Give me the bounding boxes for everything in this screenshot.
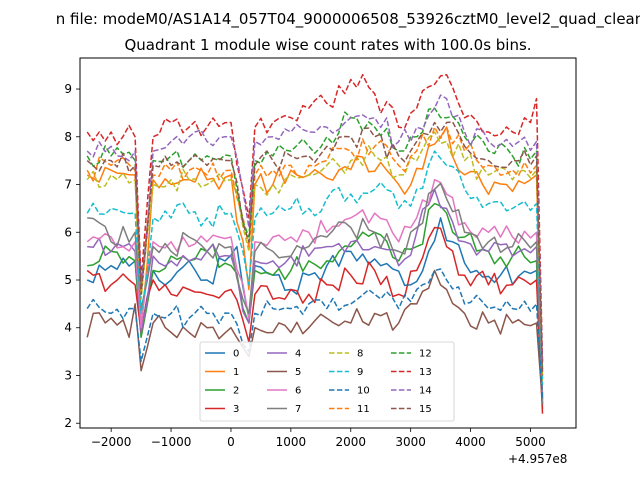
legend-label-10: 10 bbox=[357, 386, 370, 397]
y-tick-label: 4 bbox=[64, 321, 72, 335]
legend-label-4: 4 bbox=[295, 349, 301, 360]
series-line-2 bbox=[87, 202, 544, 409]
x-axis-offset-label: +4.957e8 bbox=[508, 452, 568, 466]
series-line-14 bbox=[86, 94, 544, 366]
x-tick-label: 0 bbox=[227, 435, 235, 449]
legend-label-15: 15 bbox=[419, 404, 432, 415]
figure-suptitle: n file: modeM0/AS1A14_057T04_9000006508_… bbox=[55, 10, 640, 28]
legend-label-9: 9 bbox=[357, 367, 363, 378]
y-tick-label: 8 bbox=[64, 130, 72, 144]
series-line-15 bbox=[86, 121, 544, 376]
series-line-7 bbox=[87, 182, 544, 405]
chart-title: Quadrant 1 module wise count rates with … bbox=[124, 36, 532, 54]
y-tick-label: 5 bbox=[64, 273, 72, 287]
legend-box bbox=[199, 341, 455, 422]
legend-label-0: 0 bbox=[233, 349, 239, 360]
legend-label-1: 1 bbox=[233, 367, 239, 378]
legend-label-12: 12 bbox=[419, 349, 432, 360]
y-axis: 2 3 4 5 6 7 8 9 bbox=[64, 82, 80, 430]
y-tick-label: 9 bbox=[64, 82, 72, 96]
legend-label-2: 2 bbox=[233, 386, 239, 397]
plot-lines bbox=[86, 73, 544, 414]
legend-label-11: 11 bbox=[357, 404, 370, 415]
x-tick-label: 4000 bbox=[455, 435, 486, 449]
y-tick-label: 2 bbox=[64, 416, 72, 430]
x-tick-label: 2000 bbox=[335, 435, 366, 449]
x-tick-label: −1000 bbox=[151, 435, 192, 449]
y-tick-label: 6 bbox=[64, 225, 72, 239]
series-line-10 bbox=[86, 268, 544, 400]
y-tick-label: 7 bbox=[64, 178, 72, 192]
series-line-0 bbox=[86, 217, 544, 395]
y-tick-label: 3 bbox=[64, 368, 72, 382]
legend-label-6: 6 bbox=[295, 386, 301, 397]
legend-label-13: 13 bbox=[419, 367, 432, 378]
legend-label-8: 8 bbox=[357, 349, 363, 360]
legend-label-5: 5 bbox=[295, 367, 301, 378]
series-line-9 bbox=[86, 150, 544, 386]
series-line-4 bbox=[87, 188, 544, 400]
series-line-1 bbox=[86, 126, 544, 405]
x-tick-label: 3000 bbox=[395, 435, 426, 449]
series-line-11 bbox=[86, 126, 544, 376]
series-line-8 bbox=[86, 131, 544, 381]
x-tick-label: −2000 bbox=[91, 435, 132, 449]
x-axis: −2000 −1000 0 1000 2000 3000 4000 5000 bbox=[91, 428, 546, 449]
legend-label-7: 7 bbox=[295, 404, 301, 415]
x-tick-label: 5000 bbox=[515, 435, 546, 449]
series-line-5 bbox=[86, 269, 544, 405]
legend-label-14: 14 bbox=[419, 386, 432, 397]
series-line-12 bbox=[86, 107, 544, 371]
legend-label-3: 3 bbox=[233, 404, 239, 415]
series-line-3 bbox=[86, 226, 544, 414]
series-line-13 bbox=[86, 73, 544, 362]
x-tick-label: 1000 bbox=[276, 435, 307, 449]
plot-frame bbox=[79, 57, 577, 429]
